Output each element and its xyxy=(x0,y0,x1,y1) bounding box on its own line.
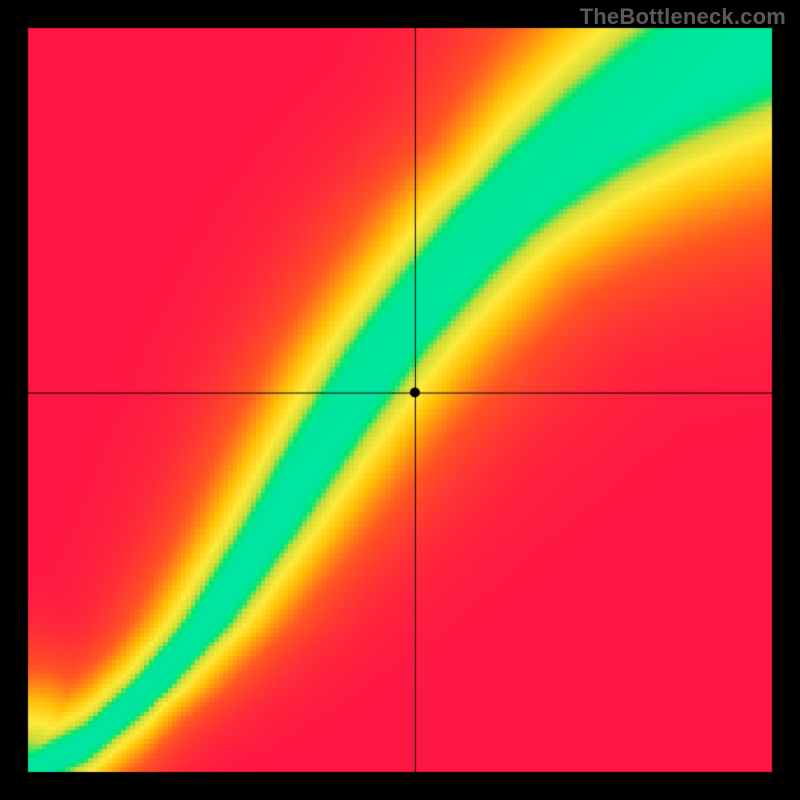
watermark-text: TheBottleneck.com xyxy=(580,4,786,30)
bottleneck-heatmap xyxy=(0,0,800,800)
chart-container: TheBottleneck.com xyxy=(0,0,800,800)
